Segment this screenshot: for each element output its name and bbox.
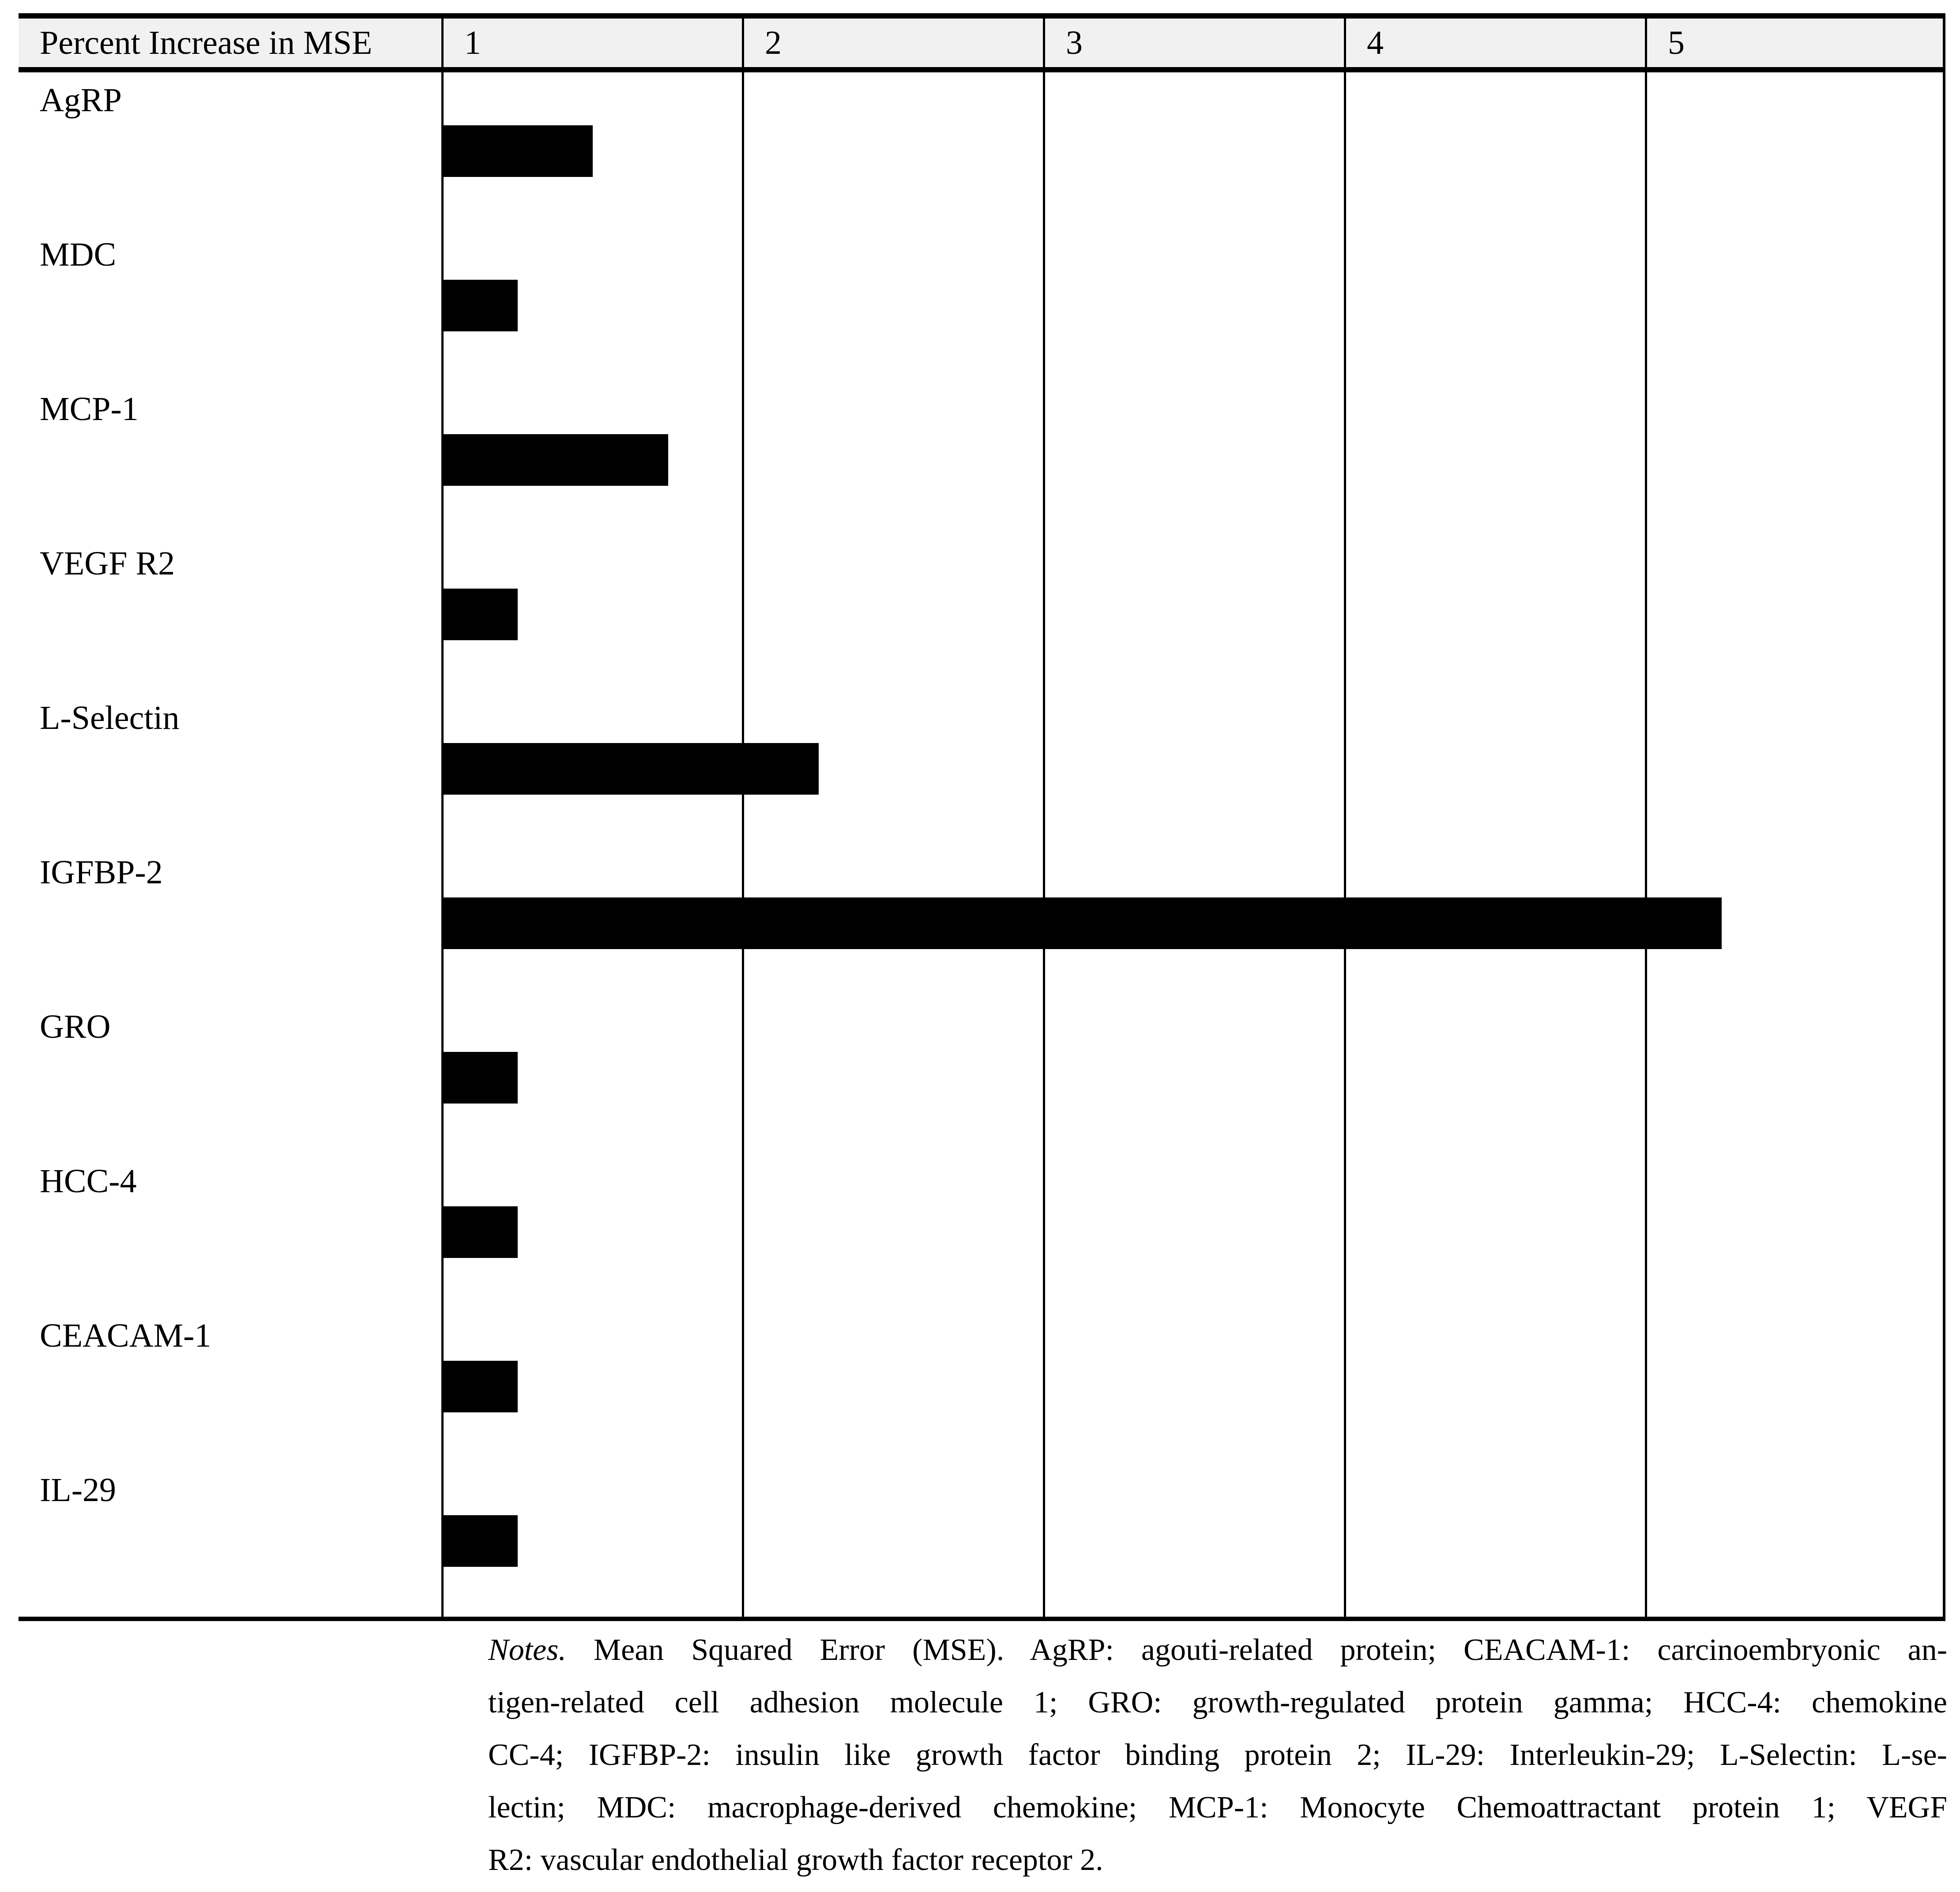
header-separator xyxy=(742,19,744,67)
axis-gridline-2 xyxy=(1043,72,1045,1617)
mse-bar xyxy=(442,125,593,177)
table-row: MCP-1 xyxy=(19,381,1945,536)
table-row: VEGF R2 xyxy=(19,536,1945,690)
row-label: VEGF R2 xyxy=(40,545,175,582)
header-separator xyxy=(441,19,444,67)
row-label: AgRP xyxy=(40,82,122,119)
header-separator xyxy=(1645,19,1647,67)
chart-header-row: Percent Increase in MSE 1 2 3 4 5 xyxy=(19,19,1945,67)
chart-title: Percent Increase in MSE xyxy=(40,24,372,61)
row-label: HCC-4 xyxy=(40,1163,137,1200)
table-row: HCC-4 xyxy=(19,1153,1945,1308)
mse-bar-chart-table: Percent Increase in MSE 1 2 3 4 5 AgRP M… xyxy=(19,13,1945,1621)
row-label: GRO xyxy=(40,1008,111,1045)
row-label: MDC xyxy=(40,236,117,273)
axis-gridline-4 xyxy=(1645,72,1647,1617)
row-label: IL-29 xyxy=(40,1472,117,1509)
table-row: AgRP xyxy=(19,72,1945,227)
mse-bar xyxy=(442,589,518,640)
header-bottom-border xyxy=(19,67,1945,72)
table-row: IL-29 xyxy=(19,1462,1945,1617)
axis-gridline-0 xyxy=(441,72,444,1617)
notes-line: Notes. Mean Squared Error (MSE). AgRP: a… xyxy=(488,1624,1947,1676)
axis-tick-label-2: 2 xyxy=(765,24,782,61)
header-separator xyxy=(1043,19,1045,67)
notes-line: R2: vascular endothelial growth factor r… xyxy=(488,1834,1947,1886)
notes-text: CC-4; IGFBP-2: insulin like growth facto… xyxy=(488,1738,1947,1772)
mse-bar xyxy=(442,1052,518,1104)
notes-block: Notes. Mean Squared Error (MSE). AgRP: a… xyxy=(488,1624,1947,1886)
header-separator xyxy=(1344,19,1346,67)
header-right-border xyxy=(1943,19,1945,67)
axis-gridline-1 xyxy=(742,72,744,1617)
axis-tick-label-5: 5 xyxy=(1668,24,1685,61)
notes-line: lectin; MDC: macrophage-derived chemokin… xyxy=(488,1781,1947,1834)
notes-label: Notes. xyxy=(488,1633,566,1667)
table-right-border xyxy=(1943,72,1945,1617)
axis-tick-label-1: 1 xyxy=(464,24,481,61)
table-top-border xyxy=(19,13,1945,19)
notes-text: tigen-related cell adhesion molecule 1; … xyxy=(488,1686,1947,1719)
table-row: CEACAM-1 xyxy=(19,1308,1945,1462)
notes-text: Mean Squared Error (MSE). AgRP: agouti-r… xyxy=(566,1633,1947,1667)
chart-plot-area: AgRP MDC MCP-1 VEGF R2 L-Selectin IGFBP-… xyxy=(19,72,1945,1617)
mse-bar xyxy=(442,743,819,795)
table-bottom-border xyxy=(19,1617,1945,1621)
mse-bar xyxy=(442,1206,518,1258)
row-label: IGFBP-2 xyxy=(40,854,163,891)
row-label: L-Selectin xyxy=(40,699,180,736)
row-label: CEACAM-1 xyxy=(40,1317,211,1354)
table-row: GRO xyxy=(19,999,1945,1153)
notes-line: tigen-related cell adhesion molecule 1; … xyxy=(488,1676,1947,1729)
notes-line: CC-4; IGFBP-2: insulin like growth facto… xyxy=(488,1729,1947,1781)
mse-bar xyxy=(442,434,668,486)
table-row: MDC xyxy=(19,227,1945,381)
notes-text: lectin; MDC: macrophage-derived chemokin… xyxy=(488,1791,1947,1824)
mse-bar xyxy=(442,280,518,331)
axis-tick-label-4: 4 xyxy=(1367,24,1384,61)
table-row: L-Selectin xyxy=(19,690,1945,845)
row-label: MCP-1 xyxy=(40,390,139,428)
mse-bar xyxy=(442,1361,518,1412)
notes-text: R2: vascular endothelial growth factor r… xyxy=(488,1843,1103,1877)
table-row: IGFBP-2 xyxy=(19,845,1945,999)
axis-gridline-3 xyxy=(1344,72,1346,1617)
axis-tick-label-3: 3 xyxy=(1066,24,1083,61)
mse-bar xyxy=(442,897,1722,949)
mse-bar xyxy=(442,1515,518,1567)
